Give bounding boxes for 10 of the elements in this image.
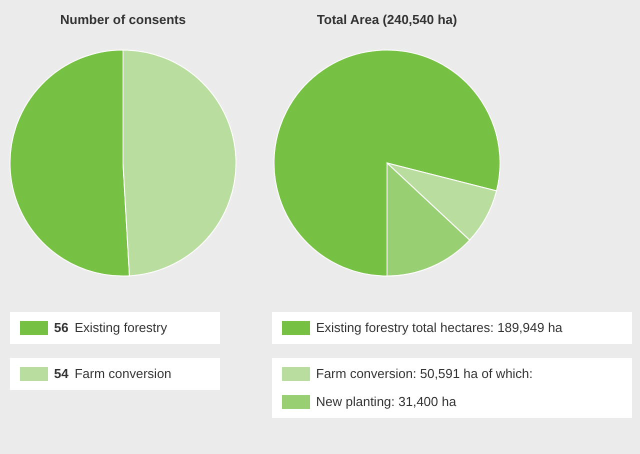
legend-label: Existing forestry total hectares: 189,949 ha: [316, 320, 564, 335]
chart-title: Total Area (240,540 ha): [316, 12, 458, 27]
legend-label: New planting: 31,400 ha: [316, 394, 457, 409]
legend-label: Farm conversion: [74, 366, 172, 381]
text: Farm conversion: 50,591 ha of which:: [316, 366, 533, 381]
data-label: 56: [54, 320, 68, 335]
chart-title: Number of consents: [60, 12, 186, 27]
legend-label: Existing forestry: [74, 320, 168, 335]
pie-slice: [274, 50, 500, 276]
data-label: 54: [54, 366, 70, 381]
